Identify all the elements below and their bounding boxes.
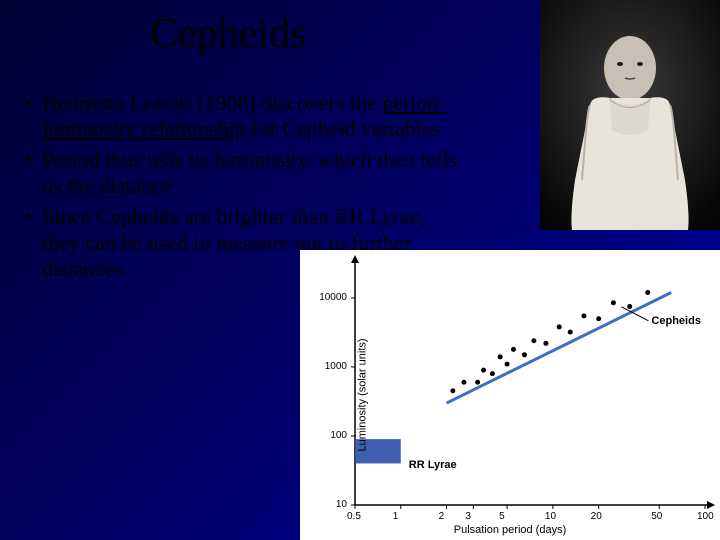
bullet-item: Henrietta Leavitt (1908) discovers the p… [20,90,460,143]
portrait-svg [540,0,720,230]
xtick-label: 1 [393,511,399,522]
xtick-label: 100 [697,511,714,522]
cepheids-series-label: Cepheids [651,315,701,327]
bullet-text-pre: Period thus tells us luminosity, which t… [42,147,457,198]
rrlyrae-series-label: RR Lyrae [409,459,457,471]
period-luminosity-chart: Luminosity (solar units) Pulsation perio… [300,250,720,540]
ytick-label: 1000 [325,361,347,372]
slide-title: Cepheids [150,10,306,58]
xtick-label: 0.5 [347,511,361,522]
bullet-item: Period thus tells us luminosity, which t… [20,147,460,200]
bullet-text-pre: Henrietta Leavitt (1908) discovers the [42,90,382,115]
bullet-text-post: for Cepheid variables [246,116,441,141]
portrait-photo [540,0,720,230]
ytick-label: 100 [330,430,347,441]
xtick-label: 20 [591,511,602,522]
xtick-label: 50 [651,511,662,522]
ytick-label: 10000 [319,292,347,303]
xtick-label: 5 [499,511,505,522]
xtick-label: 3 [465,511,471,522]
slide: Cepheids Henrietta Leavitt (1908) discov… [0,0,720,540]
x-axis-label: Pulsation period (days) [454,524,567,536]
y-axis-label: Luminosity (solar units) [357,338,369,451]
xtick-label: 2 [439,511,445,522]
ytick-label: 10 [336,499,347,510]
xtick-label: 10 [545,511,556,522]
